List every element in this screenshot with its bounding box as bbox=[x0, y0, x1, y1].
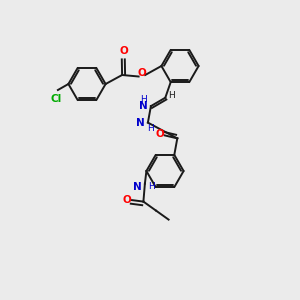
Text: N: N bbox=[133, 182, 141, 192]
Text: Cl: Cl bbox=[51, 94, 62, 104]
Text: O: O bbox=[138, 68, 147, 78]
Text: O: O bbox=[119, 46, 128, 56]
Text: N: N bbox=[139, 100, 148, 110]
Text: H: H bbox=[140, 95, 147, 104]
Text: H: H bbox=[169, 92, 175, 100]
Text: H: H bbox=[147, 124, 154, 133]
Text: O: O bbox=[155, 129, 164, 139]
Text: N: N bbox=[136, 118, 145, 128]
Text: H: H bbox=[148, 182, 155, 191]
Text: O: O bbox=[122, 195, 131, 205]
